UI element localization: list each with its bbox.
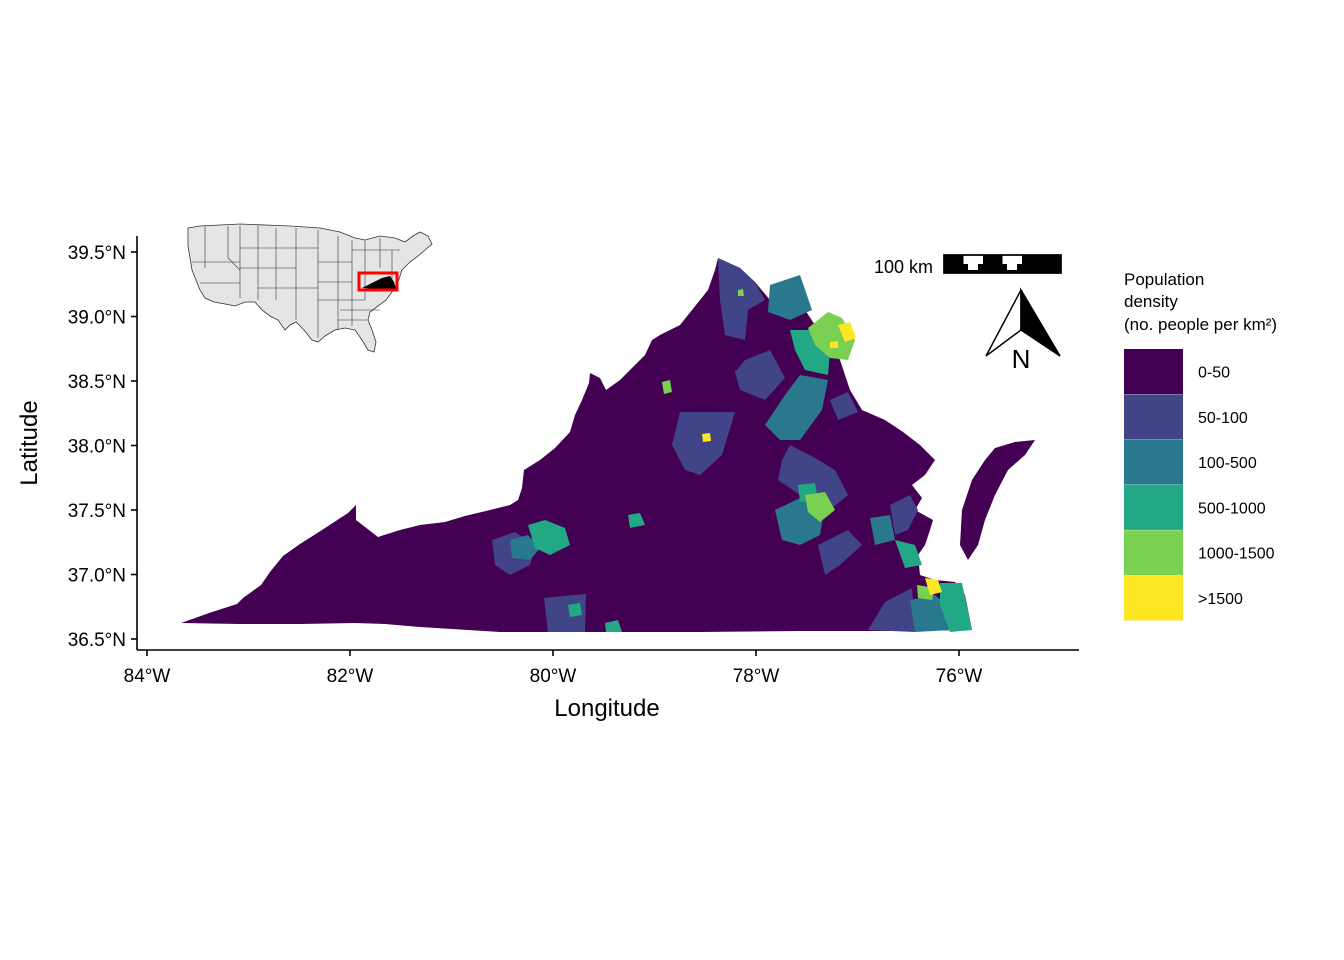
inset-us-map <box>187 223 433 353</box>
legend-swatch <box>1124 575 1183 621</box>
scale-bar: 100 km <box>874 254 1062 277</box>
y-axis-title: Latitude <box>16 400 43 485</box>
legend-swatch <box>1124 394 1183 440</box>
legend-title-line-1: Population <box>1124 270 1204 289</box>
virginia-state-base <box>181 258 972 632</box>
x-tick-label: 76°W <box>936 666 983 687</box>
y-tick-label: 37.5°N <box>68 501 126 522</box>
density-over-1500-areas <box>702 322 942 595</box>
legend-title-line-3: (no. people per km²) <box>1124 315 1277 334</box>
legend-label: 0-50 <box>1198 365 1230 382</box>
inset-highlight-box <box>357 271 399 292</box>
inset-state-borders <box>192 226 400 338</box>
legend-title-line-2: density <box>1124 292 1178 311</box>
north-arrow-label: N <box>1012 344 1031 374</box>
inset-virginia-shape <box>362 276 396 289</box>
legend-swatch <box>1124 349 1183 394</box>
north-arrow: N <box>985 287 1061 374</box>
y-tick-label: 38.5°N <box>68 372 126 393</box>
x-axis-title: Longitude <box>554 695 659 722</box>
scale-bar-label: 100 km <box>874 257 933 277</box>
y-tick-label: 39.0°N <box>68 308 126 329</box>
legend: Population density (no. people per km²) … <box>1124 270 1277 621</box>
y-tick-label: 39.5°N <box>68 243 126 264</box>
legend-label: 500-1000 <box>1198 500 1266 517</box>
legend-label: 1000-1500 <box>1198 546 1275 563</box>
legend-swatch <box>1124 530 1183 576</box>
legend-swatch <box>1124 484 1183 530</box>
north-arrow-right-half <box>1020 287 1061 357</box>
y-tick-label: 36.5°N <box>68 630 126 651</box>
legend-label: 50-100 <box>1198 410 1248 427</box>
density-50-100-areas <box>492 258 918 632</box>
x-tick-label: 84°W <box>124 666 171 687</box>
legend-items: 0-50 50-100 100-500 500-1000 1000-1500 >1500 <box>1124 349 1275 621</box>
virginia-map <box>181 258 1035 632</box>
eastern-shore <box>960 440 1035 560</box>
x-tick-label: 80°W <box>530 666 577 687</box>
legend-label: >1500 <box>1198 591 1243 608</box>
legend-swatch <box>1124 439 1183 485</box>
y-tick-label: 37.0°N <box>68 566 126 587</box>
axes <box>136 236 1079 651</box>
x-tick-label: 78°W <box>733 666 780 687</box>
y-tick-label: 38.0°N <box>68 437 126 458</box>
y-axis-ticks: 39.5°N 39.0°N 38.5°N 38.0°N 37.5°N 37.0°N 36.5… <box>68 243 137 651</box>
x-axis-ticks: 84°W 82°W 80°W 78°W 76°W <box>124 650 983 687</box>
legend-label: 100-500 <box>1198 455 1257 472</box>
x-tick-label: 82°W <box>327 666 374 687</box>
